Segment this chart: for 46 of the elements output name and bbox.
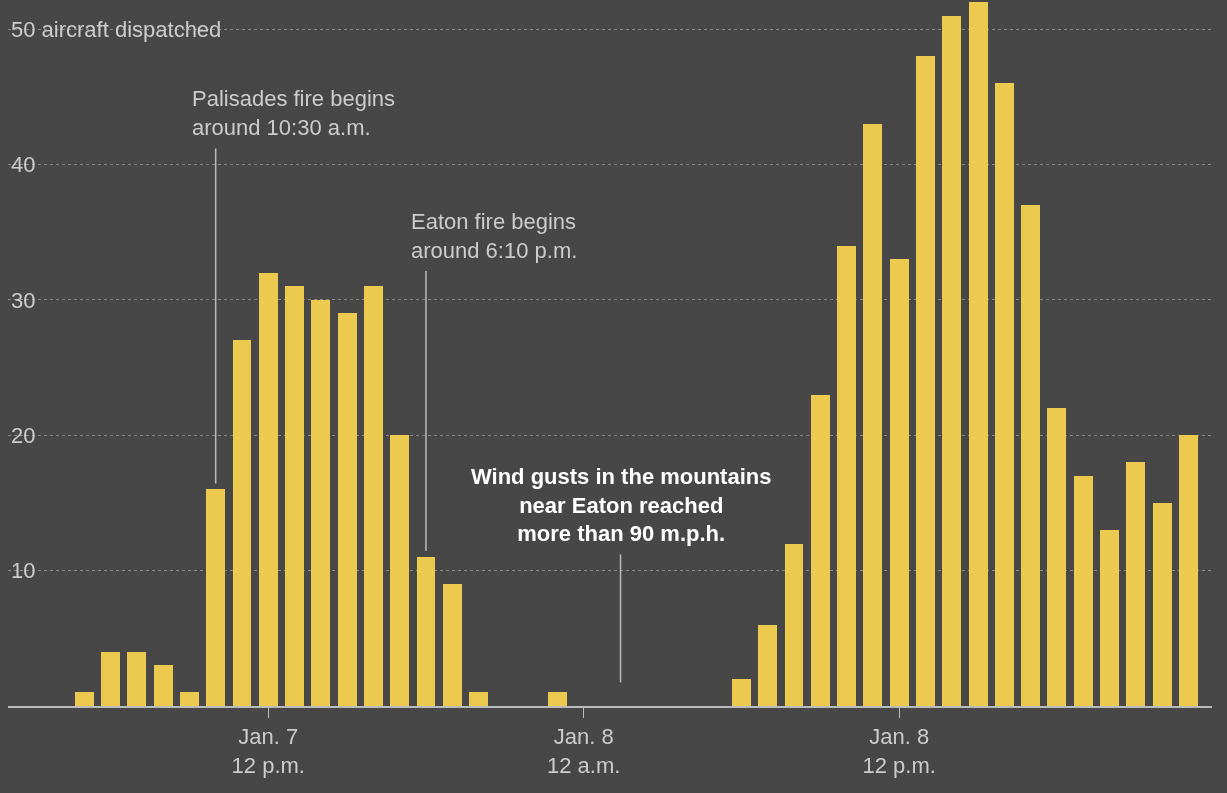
y-tick-label: 30 [11,287,36,313]
y-tick-label: 50 aircraft dispatched [11,16,222,42]
bar [811,395,830,706]
y-tick-label: 20 [11,422,36,448]
annotation: Palisades fire begins around 10:30 a.m. [192,86,396,140]
annotation: Eaton fire begins around 6:10 p.m. [411,209,578,263]
bar [154,665,173,706]
y-tick-label: 40 [11,152,36,178]
bar [180,692,199,706]
x-tick-label: Jan. 8 12 a.m. [547,724,621,778]
x-tick-label: Jan. 8 12 p.m. [862,724,936,778]
bar [285,286,304,706]
bar [390,435,409,706]
bar [785,544,803,706]
bar [995,83,1014,706]
bar [259,273,278,706]
y-tick-label: 10 [11,558,36,584]
bar [1100,530,1119,706]
x-tick-label: Jan. 7 12 p.m. [231,724,305,778]
bar [75,692,94,706]
bar [101,652,120,706]
bar [837,246,856,706]
bar [1179,435,1198,706]
bar [127,652,146,706]
bar [1126,462,1145,706]
bar [469,692,488,706]
bar [233,340,251,706]
bar [916,56,935,706]
bar [1074,476,1093,706]
bar [732,679,751,706]
bar [417,557,435,706]
bar [1047,408,1066,706]
bar [1021,205,1040,706]
bar [942,16,961,706]
bar [206,489,225,706]
bar [364,286,383,706]
bar [969,2,988,706]
bar [443,584,462,706]
annotation: Wind gusts in the mountains near Eaton reached more than 90 m.p.h. [471,464,772,547]
bar [311,300,330,706]
bar [758,625,777,706]
bar [890,259,909,706]
bar [863,124,882,706]
bar [1153,503,1172,706]
bar [548,692,567,706]
bar [338,313,357,706]
